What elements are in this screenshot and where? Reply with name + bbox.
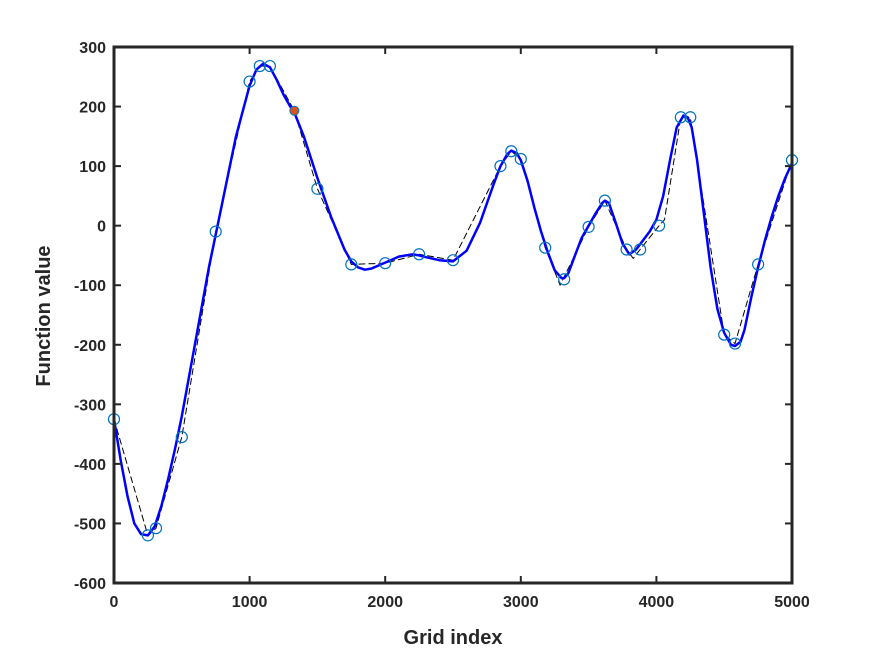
data-point-marker — [253, 59, 266, 73]
data-point-marker — [175, 430, 188, 444]
data-point-marker — [446, 254, 460, 267]
data-point-marker — [494, 160, 507, 173]
data-point-marker — [728, 337, 742, 350]
data-point-marker — [674, 111, 687, 124]
y-tick-label: 200 — [79, 100, 106, 117]
data-point-marker — [634, 243, 647, 256]
data-point-marker — [505, 145, 518, 158]
data-point-marker — [653, 219, 666, 232]
data-point-marker — [539, 241, 552, 254]
y-tick-label: -300 — [74, 397, 106, 414]
data-point-marker — [718, 328, 731, 341]
data-point-marker — [149, 522, 163, 535]
y-tick-label: -400 — [74, 457, 106, 474]
data-point-marker — [598, 194, 611, 207]
y-axis-label: Function value — [33, 245, 55, 386]
data-point-marker — [209, 225, 222, 238]
y-tick-label: -100 — [74, 278, 106, 295]
data-point-marker — [514, 152, 527, 166]
data-point-marker — [582, 220, 595, 233]
data-point-marker — [558, 273, 571, 286]
data-point-marker — [263, 59, 277, 73]
highlighted-point — [289, 105, 300, 116]
data-point-marker — [684, 111, 697, 124]
data-point-marker — [620, 243, 633, 256]
y-tick-label: 0 — [97, 219, 106, 236]
data-point-marker — [243, 75, 256, 88]
y-tick-label: -600 — [74, 576, 106, 593]
data-point-marker — [379, 257, 392, 270]
y-tick-label: -200 — [74, 338, 106, 355]
x-axis-label: Grid index — [404, 627, 503, 649]
x-tick-label: 4000 — [639, 594, 675, 611]
x-tick-label: 5000 — [774, 594, 810, 611]
data-layer — [107, 59, 799, 542]
axes-box — [112, 45, 794, 585]
data-point-marker — [345, 258, 358, 271]
y-tick-label: 100 — [79, 159, 106, 176]
data-point-marker — [141, 529, 154, 542]
x-tick-label: 1000 — [232, 594, 268, 611]
y-tick-label: -500 — [74, 516, 106, 533]
y-tick-label: 300 — [79, 40, 106, 57]
data-point-marker — [311, 182, 324, 195]
x-tick-label: 3000 — [503, 594, 539, 611]
axes-layer: 0 1000 2000 3000 4000 5000-600-500-400-300-20… — [74, 40, 810, 611]
data-point-marker — [751, 258, 765, 271]
data-point-marker — [413, 248, 426, 261]
x-tick-label: 0 — [110, 594, 119, 611]
x-tick-label: 2000 — [367, 594, 403, 611]
